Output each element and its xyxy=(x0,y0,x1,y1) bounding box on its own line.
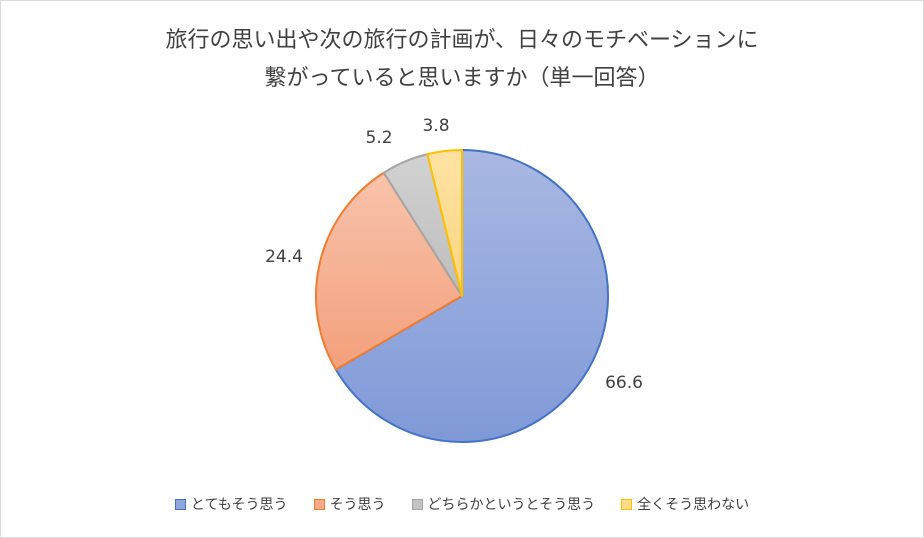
legend-item-3: どちらかというとそう思う xyxy=(411,494,596,514)
chart-title: 旅行の思い出や次の旅行の計画が、日々のモチベーションに 繋がっていると思いますか… xyxy=(0,22,924,98)
data-label-3: 5.2 xyxy=(365,128,392,148)
legend-swatch-2 xyxy=(313,498,325,510)
legend-label-2: そう思う xyxy=(329,497,386,513)
pie-slice-2 xyxy=(315,171,463,371)
chart-title-line-2: 繋がっていると思いますか（単一回答） xyxy=(264,66,660,91)
legend-label-1: とてもそう思う xyxy=(190,497,288,513)
data-label-2: 24.4 xyxy=(265,247,303,267)
pie-slice-4 xyxy=(426,149,463,297)
legend-item-4: 全くそう思わない xyxy=(621,494,749,514)
legend-swatch-4 xyxy=(621,498,633,510)
pie-slice-1 xyxy=(334,149,609,443)
legend-label-4: 全くそう思わない xyxy=(637,497,750,513)
legend-item-1: とてもそう思う xyxy=(174,494,288,514)
legend-swatch-1 xyxy=(174,498,186,510)
legend-swatch-3 xyxy=(411,498,423,510)
legend-label-3: どちらかというとそう思う xyxy=(427,497,596,513)
data-label-4: 3.8 xyxy=(422,116,449,136)
data-label-1: 66.6 xyxy=(605,373,643,393)
chart-legend: とてもそう思う そう思う どちらかというとそう思う 全くそう思わない xyxy=(0,494,924,514)
legend-item-2: そう思う xyxy=(313,494,386,514)
chart-title-line-1: 旅行の思い出や次の旅行の計画が、日々のモチベーションに xyxy=(165,28,759,53)
